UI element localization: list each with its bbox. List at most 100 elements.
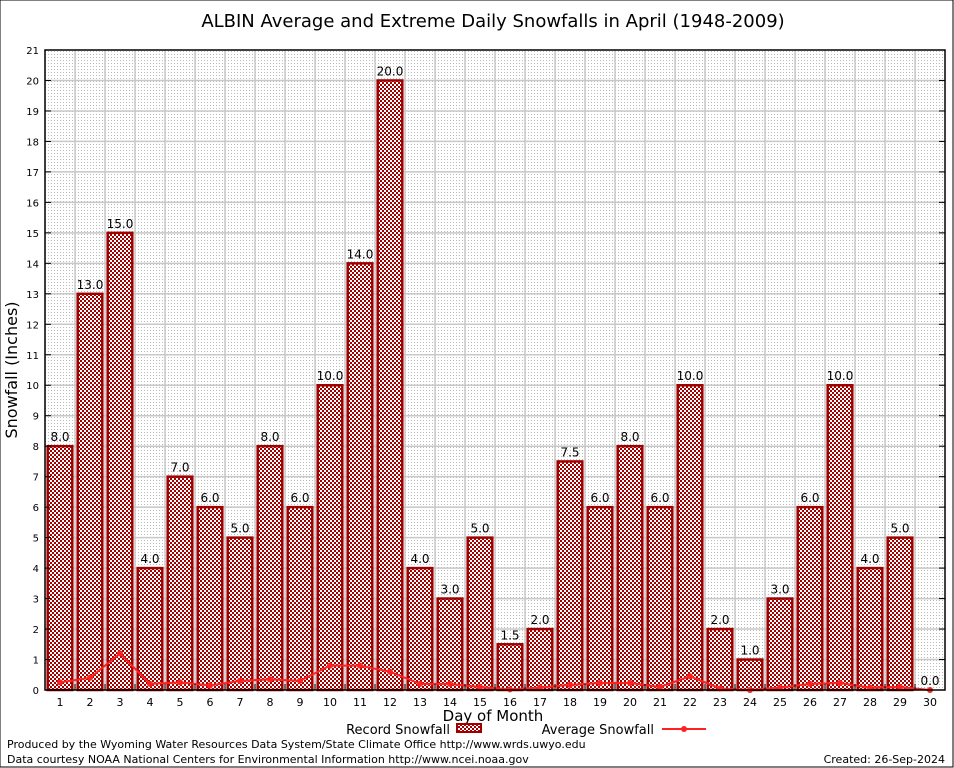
x-tick-label: 16 — [503, 696, 517, 709]
y-tick-label: 9 — [33, 412, 39, 423]
x-axis-label: Day of Month — [443, 707, 544, 725]
x-tick-label: 20 — [623, 696, 637, 709]
legend-label-record: Record Snowfall — [346, 723, 450, 738]
x-tick-label: 6 — [207, 696, 214, 709]
x-tick-label: 7 — [237, 696, 244, 709]
bar-value-label: 1.0 — [740, 644, 759, 658]
legend: Record Snowfall Average Snowfall — [346, 723, 706, 738]
average-point — [327, 662, 333, 669]
record-bar — [196, 505, 224, 692]
x-tick-label: 19 — [593, 696, 607, 709]
bar-value-label: 4.0 — [860, 552, 879, 566]
y-tick-label: 19 — [26, 107, 39, 118]
legend-marker-average — [681, 726, 687, 732]
average-point — [147, 680, 153, 687]
average-point — [57, 679, 63, 686]
footer-produced-by: Produced by the Wyoming Water Resources … — [7, 738, 586, 751]
record-bar — [646, 505, 674, 692]
record-bar — [166, 475, 194, 692]
average-point — [837, 679, 843, 686]
y-tick-label: 14 — [26, 259, 39, 270]
x-tick-label: 10 — [323, 696, 337, 709]
record-bar — [826, 383, 854, 692]
average-point — [177, 679, 183, 686]
record-bar — [886, 536, 914, 692]
record-bar — [406, 566, 434, 692]
record-bar — [226, 536, 254, 692]
bar-value-label: 6.0 — [200, 491, 219, 505]
average-point — [447, 680, 453, 687]
average-point — [117, 650, 123, 657]
x-tick-label: 24 — [743, 696, 757, 709]
record-bar — [496, 643, 524, 692]
y-tick-label: 3 — [33, 595, 39, 606]
x-tick-label: 5 — [177, 696, 184, 709]
record-bar — [346, 262, 374, 692]
record-bar — [796, 505, 824, 692]
bar-value-label: 15.0 — [107, 217, 134, 231]
record-bar — [286, 505, 314, 692]
y-tick-label: 11 — [26, 351, 39, 362]
average-point — [207, 682, 213, 689]
y-tick-label: 5 — [33, 534, 39, 545]
bar-value-label: 10.0 — [317, 369, 344, 383]
x-tick-label: 14 — [443, 696, 457, 709]
x-tick-label: 8 — [267, 696, 274, 709]
bar-value-label: 6.0 — [650, 491, 669, 505]
average-point — [537, 684, 543, 691]
y-tick-label: 21 — [26, 46, 39, 57]
record-bar — [76, 292, 104, 692]
x-tick-label: 23 — [713, 696, 727, 709]
x-tick-label: 22 — [683, 696, 697, 709]
x-tick-label: 17 — [533, 696, 547, 709]
x-tick-label: 12 — [383, 696, 397, 709]
record-bar — [316, 383, 344, 692]
y-tick-label: 6 — [33, 503, 39, 514]
bar-value-label: 7.5 — [560, 445, 579, 459]
record-bar — [586, 505, 614, 692]
y-tick-label: 4 — [33, 564, 39, 575]
bar-value-label: 14.0 — [347, 247, 374, 261]
record-bar — [136, 566, 164, 692]
average-point — [477, 683, 483, 690]
bar-value-label: 5.0 — [890, 522, 909, 536]
average-point — [267, 676, 273, 683]
record-bar — [46, 444, 74, 692]
y-tick-label: 18 — [26, 137, 39, 148]
record-bar — [436, 597, 464, 692]
bar-value-label: 6.0 — [800, 491, 819, 505]
bar-value-label: 4.0 — [410, 552, 429, 566]
average-point — [357, 662, 363, 669]
y-tick-label: 1 — [33, 656, 39, 667]
x-tick-label: 18 — [563, 696, 577, 709]
record-bar — [256, 444, 284, 692]
record-bar — [676, 383, 704, 692]
record-bar — [556, 460, 584, 692]
x-tick-label: 1 — [57, 696, 64, 709]
y-tick-label: 16 — [26, 198, 39, 209]
average-point — [777, 684, 783, 691]
average-point — [297, 677, 303, 684]
x-tick-label: 21 — [653, 696, 667, 709]
bar-value-label: 2.0 — [530, 613, 549, 627]
bar-value-label: 4.0 — [140, 552, 159, 566]
y-tick-label: 12 — [26, 320, 39, 331]
x-tick-label: 3 — [117, 696, 124, 709]
record-bar — [526, 627, 554, 692]
average-point — [657, 683, 663, 690]
average-point — [627, 679, 633, 686]
footer-created: Created: 26-Sep-2024 — [824, 753, 945, 766]
x-tick-label: 28 — [863, 696, 877, 709]
bar-value-label: 13.0 — [77, 278, 104, 292]
bar-value-label: 20.0 — [377, 64, 404, 78]
average-point — [387, 668, 393, 675]
x-tick-label: 15 — [473, 696, 487, 709]
bar-value-label: 7.0 — [170, 461, 189, 475]
legend-swatch-record — [456, 723, 482, 733]
x-tick-label: 27 — [833, 696, 847, 709]
record-bar — [766, 597, 794, 692]
x-tick-label: 30 — [923, 696, 937, 709]
x-tick-label: 9 — [297, 696, 304, 709]
bar-value-label: 10.0 — [827, 369, 854, 383]
